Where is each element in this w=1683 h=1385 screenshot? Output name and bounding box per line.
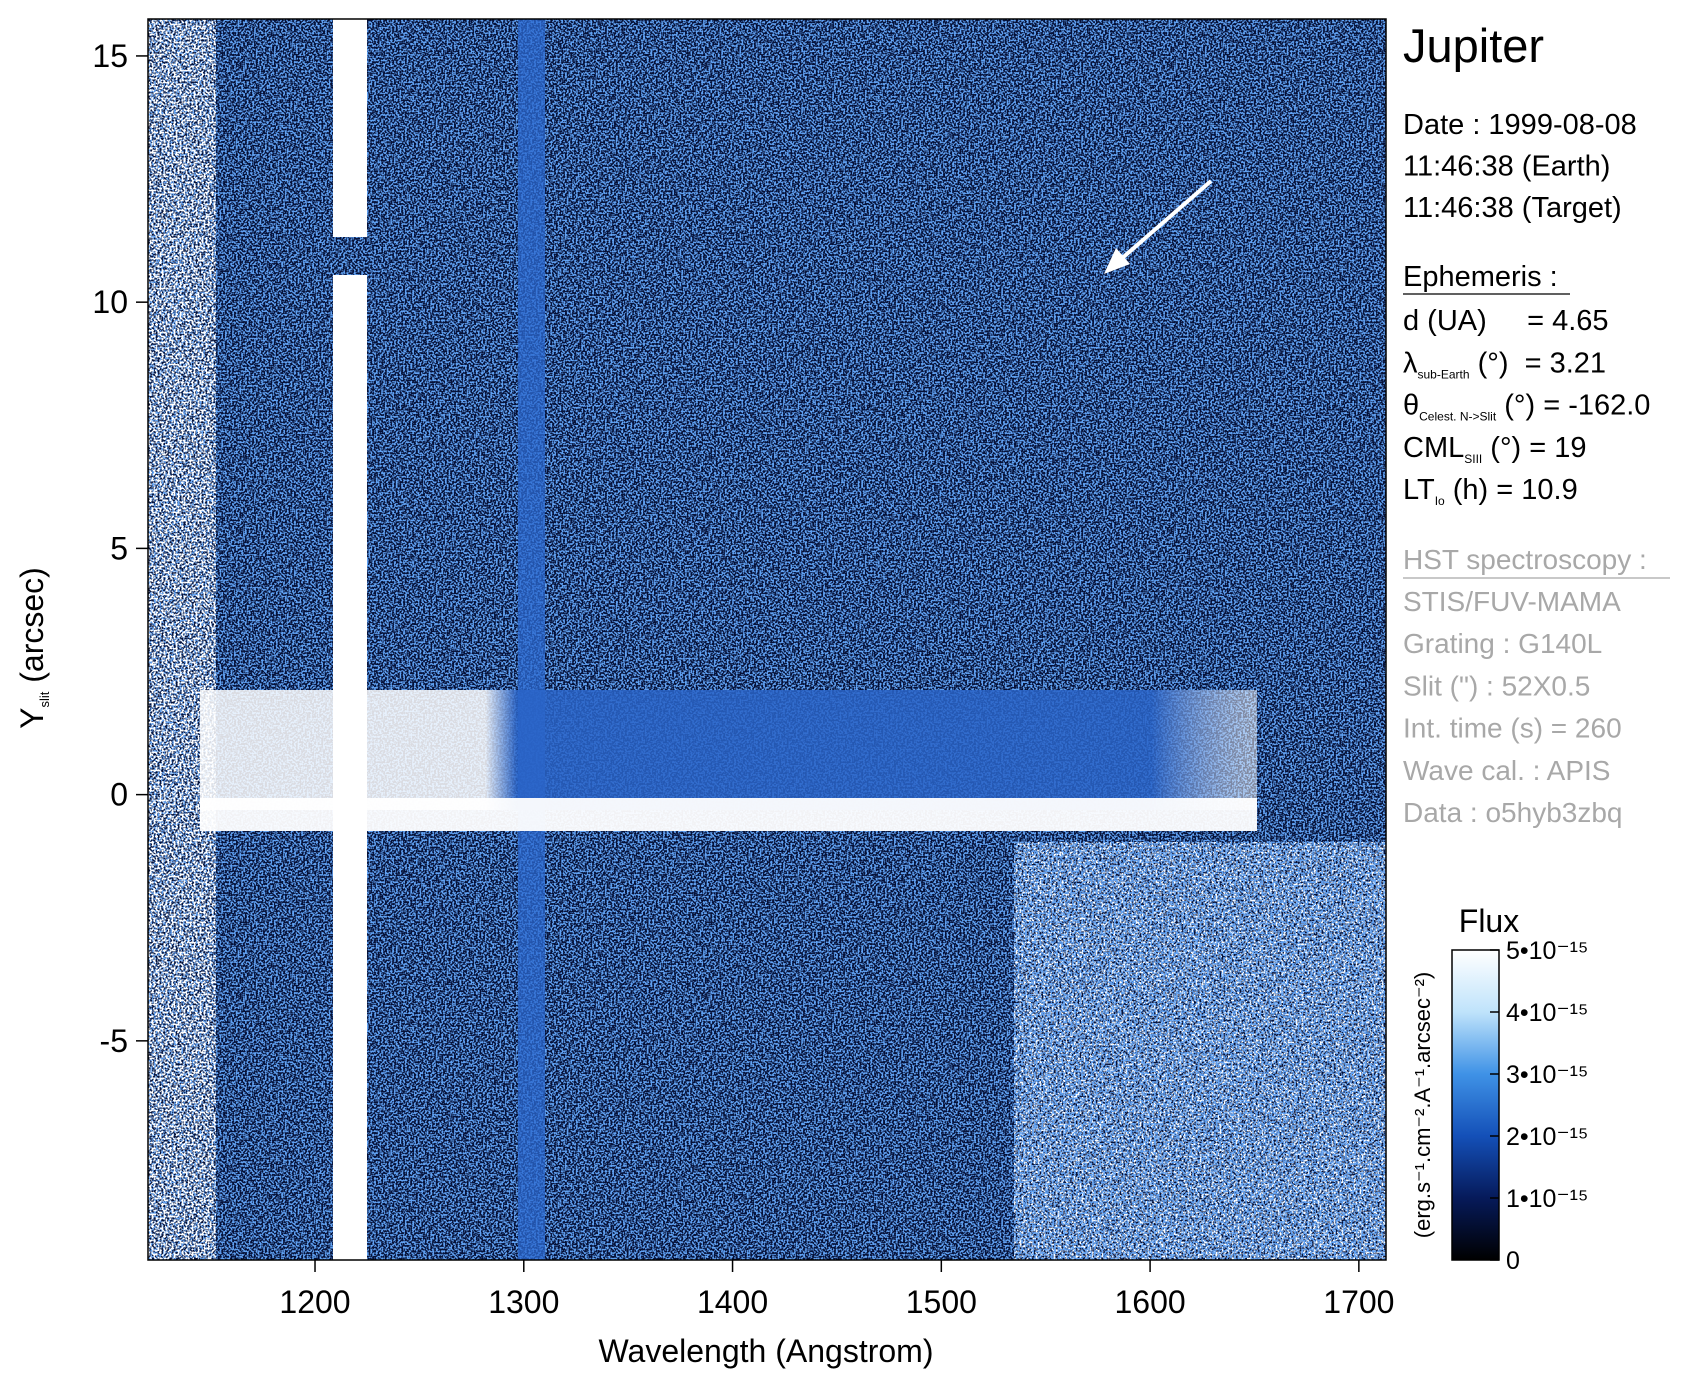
ephemeris-row: θCelest. N->Slit (°) = -162.0 [1403, 390, 1650, 424]
long-wave-noise-blue [1014, 842, 1386, 1260]
instrument-line: Wave cal. : APIS [1403, 755, 1610, 786]
row-symbol: d (UA) = 4.65 [1403, 305, 1609, 337]
colorbar-tick-label: 3•10⁻¹⁵ [1506, 1061, 1588, 1089]
x-axis-label: Wavelength (Angstrom) [599, 1333, 934, 1369]
colorbar-tick-label: 4•10⁻¹⁵ [1506, 999, 1588, 1027]
row-rest: (h) = 10.9 [1445, 474, 1578, 506]
y-tick-label: 5 [110, 530, 128, 566]
instrument-line: Data : o5hyb3zbq [1403, 797, 1623, 828]
row-symbol: CML [1403, 432, 1464, 464]
date-line: 11:46:38 (Earth) [1403, 151, 1610, 183]
row-subscript: SIII [1464, 452, 1482, 466]
date-line: 11:46:38 (Target) [1403, 192, 1622, 224]
ephemeris-heading: Ephemeris : [1403, 261, 1558, 293]
spectral-image [148, 19, 1386, 1260]
row-rest: (°) = -162.0 [1496, 390, 1650, 422]
y-label-rest: (arcsec) [14, 567, 50, 691]
instrument-line: Slit (") : 52X0.5 [1403, 670, 1590, 701]
y-axis-label: Yslit (arcsec) [14, 567, 52, 729]
lyman-alpha-bar [333, 275, 367, 1260]
date-line: Date : 1999-08-08 [1403, 109, 1637, 141]
x-tick-label: 1600 [1114, 1284, 1185, 1320]
row-subscript: Io [1435, 494, 1445, 508]
oi-band [518, 19, 545, 1260]
y-tick-label: -5 [100, 1023, 128, 1059]
instrument-line: Grating : G140L [1403, 628, 1602, 659]
instrument-line: STIS/FUV-MAMA [1403, 586, 1621, 617]
row-subscript: Celest. N->Slit [1419, 410, 1497, 424]
row-symbol: LT [1403, 474, 1435, 506]
ephemeris-row: λsub-Earth (°) = 3.21 [1403, 347, 1606, 381]
colorbar-tick-label: 1•10⁻¹⁵ [1506, 1185, 1588, 1213]
instrument-line: Int. time (s) = 260 [1403, 713, 1622, 744]
colorbar [1451, 949, 1500, 1261]
lyman-alpha-bar [333, 19, 367, 237]
y-tick-label: 15 [92, 38, 128, 74]
colorbar-tick-label: 0 [1506, 1247, 1520, 1275]
ephemeris-row: d (UA) = 4.65 [1403, 305, 1609, 337]
arrow-head [1104, 248, 1130, 274]
row-symbol: λ [1403, 347, 1418, 379]
ephemeris-row: CMLSIII (°) = 19 [1403, 432, 1587, 466]
colorbar-title: Flux [1459, 903, 1519, 939]
row-symbol: θ [1403, 390, 1419, 422]
plot-frame [147, 18, 1387, 1261]
x-tick-label: 1700 [1323, 1284, 1394, 1320]
row-rest: (°) = 3.21 [1470, 347, 1607, 379]
colorbar-tick-label: 2•10⁻¹⁵ [1506, 1123, 1588, 1151]
x-tick-label: 1300 [488, 1284, 559, 1320]
colorbar-label: (erg.s⁻¹.cm⁻².A⁻¹.arcsec⁻²) [1410, 972, 1435, 1238]
y-label-main: Y [14, 708, 50, 729]
continuum-line [200, 798, 1257, 831]
edge-noise [148, 19, 216, 1260]
arrow-shaft [1118, 179, 1213, 262]
info-panel: Date : 1999-08-08 11:46:38 (Earth) 11:46:3… [1403, 109, 1670, 828]
row-rest: (°) = 19 [1482, 432, 1586, 464]
x-tick-label: 1200 [279, 1284, 350, 1320]
y-tick-label: 0 [110, 777, 128, 813]
x-tick-label: 1500 [906, 1284, 977, 1320]
colorbar-tick-label: 5•10⁻¹⁵ [1506, 937, 1588, 965]
emission-band [200, 690, 1257, 810]
y-label-sub: slit [37, 691, 52, 707]
ephemeris-row: LTIo (h) = 10.9 [1403, 474, 1578, 508]
instrument-heading: HST spectroscopy : [1403, 544, 1647, 575]
x-tick-label: 1400 [697, 1284, 768, 1320]
y-tick-label: 10 [92, 284, 128, 320]
row-subscript: sub-Earth [1418, 367, 1470, 381]
info-title: Jupiter [1403, 19, 1544, 72]
